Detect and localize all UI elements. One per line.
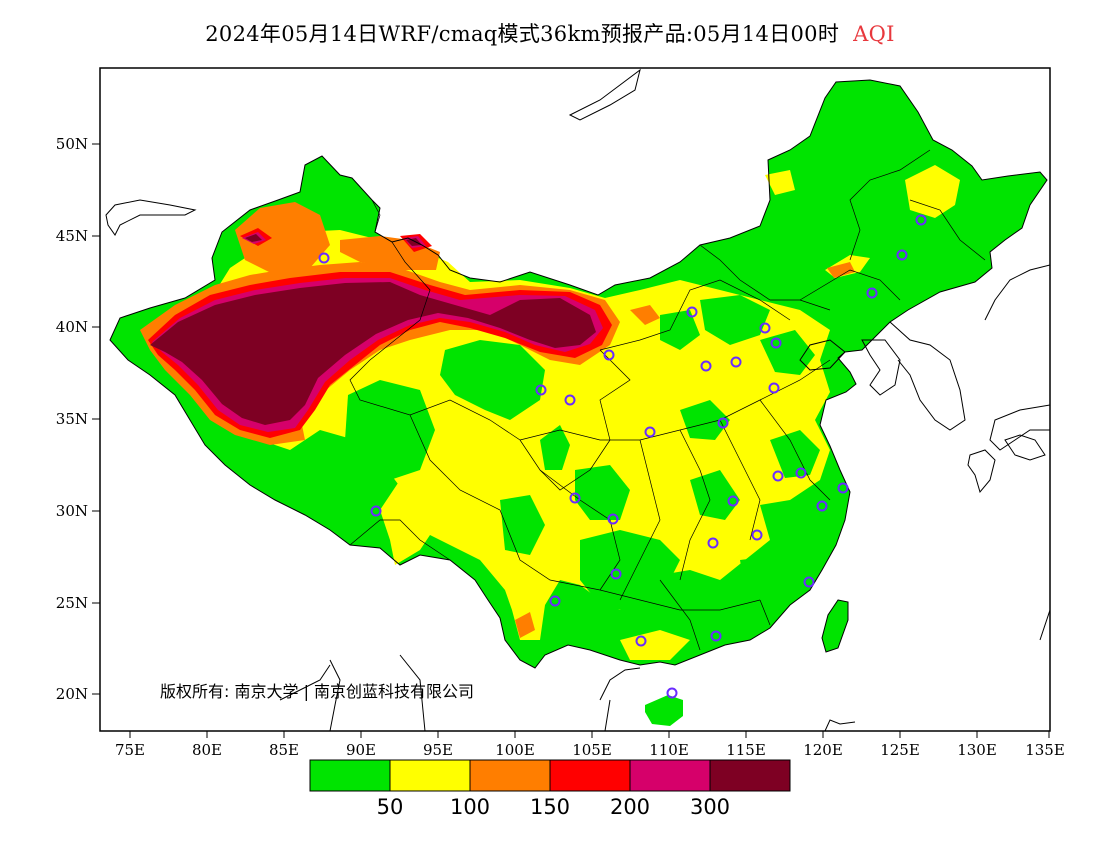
lon-label: 85E — [269, 741, 299, 759]
title-main: 2024年05月14日WRF/cmaq模式36km预报产品:05月14日00时 — [205, 22, 840, 46]
station-marker — [603, 349, 615, 361]
lon-label: 110E — [649, 741, 689, 759]
station-marker — [607, 513, 619, 525]
station-marker — [610, 568, 622, 580]
lat-label: 30N — [56, 502, 88, 520]
station-marker — [816, 500, 828, 512]
station-markers — [318, 214, 927, 699]
station-marker — [915, 214, 927, 226]
lon-label: 90E — [346, 741, 376, 759]
aqi-legend: 50 100 150 200 300 — [309, 759, 791, 819]
station-marker — [727, 495, 739, 507]
lat-label: 45N — [56, 227, 88, 245]
lon-label: 120E — [803, 741, 843, 759]
lon-labels: 75E 80E 85E 90E 95E 100E 105E 110E 115E … — [115, 741, 1065, 759]
map-frame — [99, 67, 1051, 732]
taiwan-island — [821, 599, 849, 653]
lon-label: 100E — [495, 741, 535, 759]
lon-label: 105E — [572, 741, 612, 759]
station-marker — [866, 287, 878, 299]
lat-label: 50N — [56, 135, 88, 153]
station-marker — [564, 394, 576, 406]
lon-label: 125E — [880, 741, 920, 759]
station-marker — [644, 426, 656, 438]
lon-label: 130E — [957, 741, 997, 759]
station-marker — [772, 470, 784, 482]
legend-label: 50 — [377, 795, 404, 819]
hainan-island — [645, 695, 683, 726]
legend-label: 200 — [610, 795, 650, 819]
copyright-text: 版权所有: 南京大学 | 南京创蓝科技有限公司 — [160, 682, 474, 701]
legend-swatch-unhealthy — [549, 759, 631, 792]
station-marker — [686, 306, 698, 318]
lon-label: 95E — [423, 741, 453, 759]
title-variable: AQI — [853, 22, 895, 46]
map-content — [105, 68, 1050, 731]
lat-axis — [92, 143, 100, 695]
legend-swatch-usg — [469, 759, 551, 792]
station-marker — [751, 529, 763, 541]
station-marker — [759, 322, 771, 334]
neighbor-coastlines — [105, 68, 1050, 731]
station-marker — [707, 537, 719, 549]
map-title: 2024年05月14日WRF/cmaq模式36km预报产品:05月14日00时 A… — [0, 18, 1100, 48]
station-marker — [768, 382, 780, 394]
legend-label: 150 — [530, 795, 570, 819]
station-marker — [795, 467, 807, 479]
province-boundaries — [349, 149, 986, 651]
lat-label: 20N — [56, 685, 88, 703]
lon-label: 115E — [726, 741, 766, 759]
station-marker — [700, 360, 712, 372]
lat-label: 40N — [56, 318, 88, 336]
legend-label: 100 — [450, 795, 490, 819]
station-marker — [837, 482, 849, 494]
station-marker — [549, 595, 561, 607]
station-marker — [710, 630, 722, 642]
lon-axis — [129, 731, 1050, 738]
hazardous-zones — [150, 234, 596, 425]
station-marker — [318, 252, 330, 264]
legend-swatch-hazardous — [709, 759, 791, 792]
lon-label: 135E — [1025, 741, 1065, 759]
lat-label: 25N — [56, 594, 88, 612]
legend-swatch-moderate — [389, 759, 471, 792]
lon-label: 80E — [192, 741, 222, 759]
lat-label: 35N — [56, 410, 88, 428]
china-outline — [109, 79, 1048, 669]
legend-swatch-very-unhealthy — [629, 759, 711, 792]
legend-label: 300 — [690, 795, 730, 819]
lon-label: 75E — [115, 741, 145, 759]
legend-swatch-good — [309, 759, 391, 792]
station-marker — [803, 576, 815, 588]
station-marker — [770, 337, 782, 349]
station-marker — [896, 249, 908, 261]
station-marker — [535, 384, 547, 396]
station-marker — [666, 687, 678, 699]
station-marker — [717, 417, 729, 429]
station-marker — [635, 635, 647, 647]
station-marker — [569, 492, 581, 504]
lat-labels: 50N 45N 40N 35N 30N 25N 20N — [56, 135, 88, 703]
station-marker — [730, 356, 742, 368]
station-marker — [370, 505, 382, 517]
